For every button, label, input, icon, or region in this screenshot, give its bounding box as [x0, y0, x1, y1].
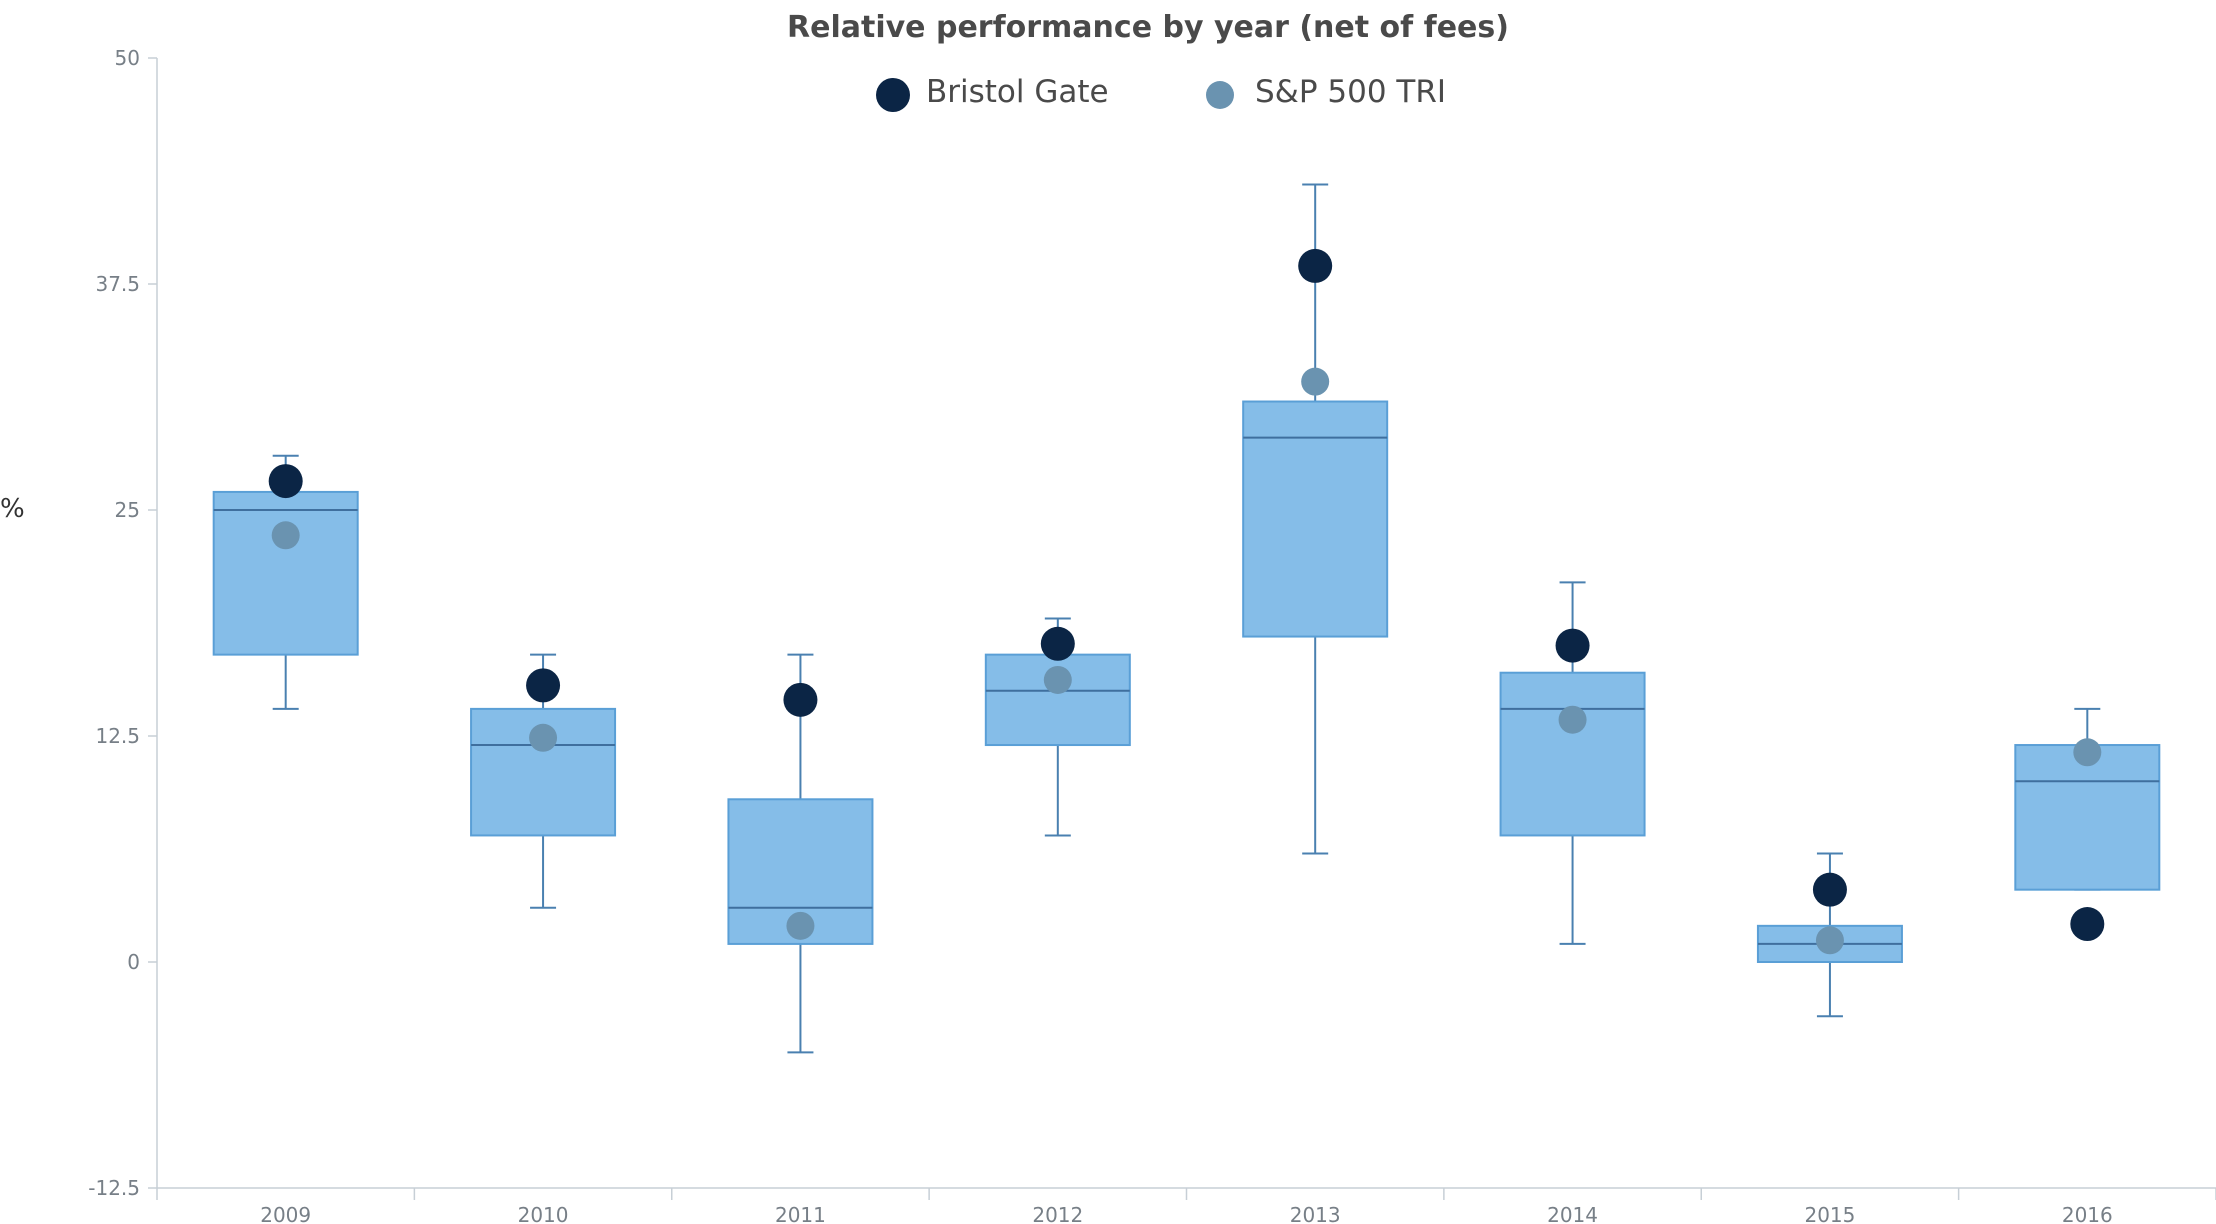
point-bristol-gate-2012[interactable]	[1040, 626, 1075, 661]
y-tick-label: 0	[127, 950, 140, 974]
legend-marker-bristol-gate	[876, 78, 910, 112]
x-tick-label: 2013	[1290, 1203, 1341, 1224]
point-sp500-tri-2014[interactable]	[1558, 705, 1587, 734]
box-iqr	[212, 490, 359, 656]
point-bristol-gate-2009[interactable]	[268, 464, 303, 499]
y-tick-label: 50	[115, 46, 140, 70]
point-bristol-gate-2013[interactable]	[1298, 248, 1333, 283]
point-sp500-tri-2016[interactable]	[2073, 738, 2102, 767]
point-sp500-tri-2015[interactable]	[1815, 926, 1844, 955]
legend-item-bristol-gate[interactable]: Bristol Gate	[876, 74, 1109, 112]
y-tick-label: 37.5	[95, 272, 140, 296]
box-2016[interactable]	[2014, 707, 2161, 891]
x-tick-label: 2010	[518, 1203, 569, 1224]
y-axis: 50 37.5 25 12.5 0 -12.5	[88, 46, 158, 1200]
x-tick-label: 2012	[1032, 1203, 1083, 1224]
legend-item-sp500-tri[interactable]: S&P 500 TRI	[1206, 74, 1446, 110]
points-layer	[268, 248, 2105, 955]
legend-marker-sp500-tri	[1206, 81, 1234, 109]
point-bristol-gate-2016[interactable]	[2070, 907, 2105, 942]
point-sp500-tri-2012[interactable]	[1043, 665, 1072, 694]
box-iqr	[1242, 400, 1389, 638]
box-2014[interactable]	[1499, 581, 1646, 945]
point-bristol-gate-2010[interactable]	[526, 668, 561, 703]
point-sp500-tri-2011[interactable]	[786, 911, 815, 940]
x-tick-label: 2009	[260, 1203, 311, 1224]
y-tick-label: 25	[115, 498, 140, 522]
legend-label-bristol-gate: Bristol Gate	[926, 74, 1109, 110]
x-axis: 2009 2010 2011 2012 2013 2014 2015 2016	[156, 1187, 2216, 1224]
point-sp500-tri-2010[interactable]	[529, 723, 558, 752]
point-sp500-tri-2009[interactable]	[271, 521, 300, 550]
point-bristol-gate-2011[interactable]	[783, 682, 818, 717]
y-tick-label: 12.5	[95, 724, 140, 748]
chart-title: Relative performance by year (net of fee…	[787, 10, 1509, 45]
box-iqr	[2014, 744, 2161, 891]
boxes-layer	[212, 183, 2161, 1054]
y-axis-label: %	[0, 494, 25, 524]
point-bristol-gate-2015[interactable]	[1812, 872, 1847, 907]
point-bristol-gate-2014[interactable]	[1555, 628, 1590, 663]
box-iqr	[1499, 671, 1646, 837]
y-tick-label: -12.5	[88, 1176, 140, 1200]
legend: Bristol Gate S&P 500 TRI	[876, 74, 1446, 112]
box-2013[interactable]	[1242, 183, 1389, 855]
x-tick-label: 2014	[1547, 1203, 1598, 1224]
legend-label-sp500-tri: S&P 500 TRI	[1255, 74, 1446, 110]
point-sp500-tri-2013[interactable]	[1301, 367, 1330, 396]
x-tick-label: 2011	[775, 1203, 826, 1224]
x-tick-label: 2016	[2062, 1203, 2113, 1224]
x-tick-label: 2015	[1804, 1203, 1855, 1224]
